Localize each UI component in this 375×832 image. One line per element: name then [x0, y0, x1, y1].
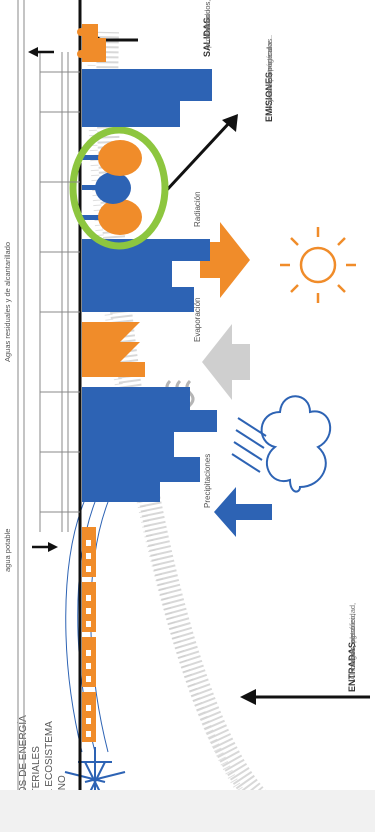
bottom-grey-band [0, 790, 375, 832]
train-icon [82, 527, 96, 742]
salidas-label: SALIDAS [202, 17, 212, 57]
buildings-block-1 [82, 387, 217, 502]
emisiones-arrow [163, 120, 232, 194]
emisiones-arrowhead [222, 114, 238, 132]
entradas-arrow [240, 689, 370, 705]
radiation-arrow [200, 222, 250, 298]
diagram-title-line-2: Y MATERIALES [31, 746, 42, 818]
emisiones-detail-3: de plomo, calor... [265, 35, 274, 92]
sun-icon [280, 227, 356, 303]
evaporation-arrow [202, 324, 250, 400]
precipitaciones-label: Precipitaciones [203, 454, 212, 508]
buildings-block-3 [82, 69, 212, 127]
emisiones-label: EMISIONES [264, 72, 274, 122]
trees-icon [82, 140, 142, 235]
entradas-detail-3: gas, agua... [348, 621, 357, 660]
entradas-detail-2: carbón, petróleo, [348, 614, 357, 670]
emisiones-detail-2: y azufre, partículas [265, 38, 274, 102]
agua-potable-arrow [32, 542, 58, 552]
agua-potable-label: agua potable [3, 529, 12, 572]
aguas-residuales-label: Aguas residuales y de alcantarillado [3, 242, 12, 362]
aguas-residuales-arrow [28, 47, 54, 57]
emisiones-detail-1: óxidos de nitrógeno [265, 47, 274, 112]
entradas-label: ENTRADAS [347, 642, 357, 692]
evaporacion-label: Evaporación [193, 298, 202, 342]
rain-cloud-icon [231, 395, 332, 493]
salidas-detail-3: residuos sólidos... [203, 0, 212, 30]
underground-pipes [17, 0, 80, 832]
precipitation-arrow [214, 487, 272, 537]
factory-icon [82, 322, 145, 377]
train-windows [86, 540, 91, 737]
salidas-detail-1: productos [203, 15, 212, 48]
truck-icon [77, 24, 106, 62]
radiacion-label: Radiación [193, 191, 202, 227]
green-highlight-circle [69, 126, 169, 250]
diagram-title-line-3: EN EL ECOSISTEMA [44, 721, 55, 818]
entradas-detail-1: Alimentos, electricidad, [348, 603, 357, 680]
buildings-block-2 [82, 239, 210, 312]
salidas-detail-2: elaborados, [203, 0, 212, 39]
